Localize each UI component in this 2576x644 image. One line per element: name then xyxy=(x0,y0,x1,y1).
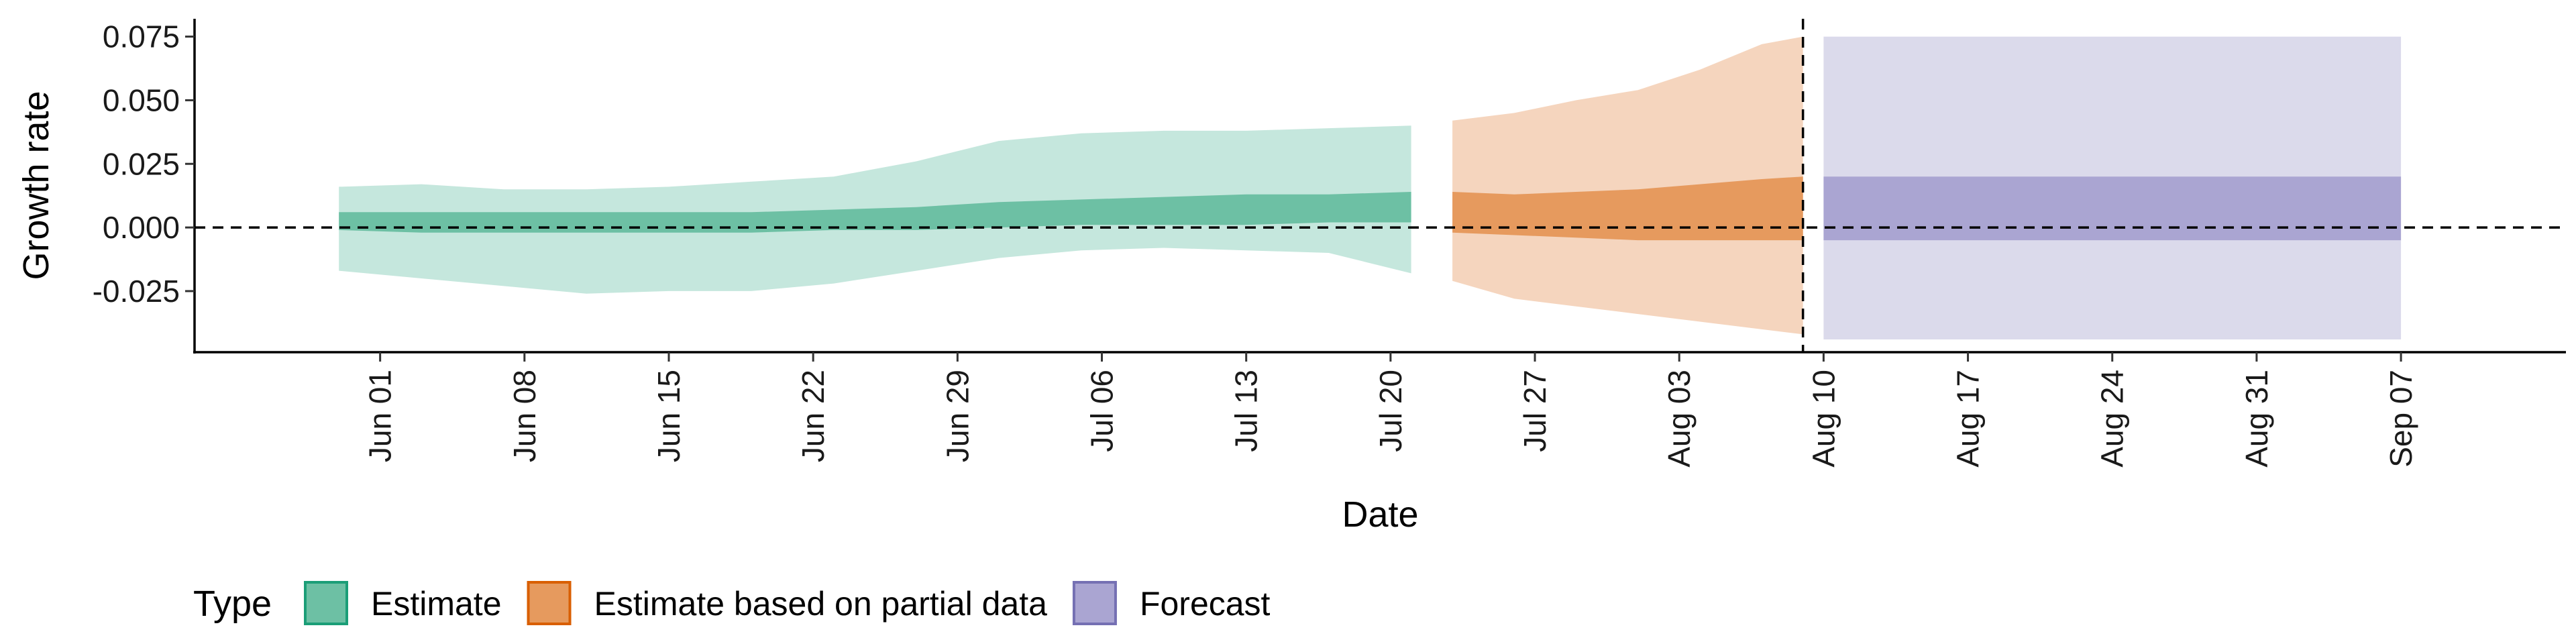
y-axis-title: Growth rate xyxy=(16,91,56,280)
legend-label-forecast: Forecast xyxy=(1140,585,1271,623)
x-tick-label: Aug 03 xyxy=(1662,370,1697,468)
band-inner-estimate xyxy=(339,192,1411,233)
x-tick-label: Aug 31 xyxy=(2239,370,2274,468)
band-inner-forecast xyxy=(1823,176,2402,241)
y-tick-label: 0.050 xyxy=(103,83,180,117)
plot-area xyxy=(195,19,2566,352)
band-outer-estimate-based-on-partial-data xyxy=(1452,36,1803,335)
x-tick-label: Jun 15 xyxy=(651,370,686,462)
legend-swatch-forecast xyxy=(1072,581,1117,625)
legend-swatch-estimate xyxy=(304,581,348,625)
x-tick-label: Jun 08 xyxy=(507,370,542,462)
y-tick-label: 0.075 xyxy=(103,19,180,54)
legend-label-estimate: Estimate xyxy=(371,585,502,623)
x-tick-label: Jul 27 xyxy=(1517,370,1552,452)
x-tick-label: Jul 20 xyxy=(1373,370,1408,452)
x-tick-label: Sep 07 xyxy=(2383,370,2418,468)
x-tick-label: Jun 22 xyxy=(796,370,830,462)
y-tick-label: -0.025 xyxy=(93,274,180,309)
legend: Type Estimate Estimate based on partial da… xyxy=(193,581,1271,625)
x-tick-label: Jun 29 xyxy=(940,370,975,462)
legend-label-estimate-based-on-partial-data: Estimate based on partial data xyxy=(594,585,1048,623)
band-inner-estimate-based-on-partial-data xyxy=(1452,176,1803,241)
legend-swatch-estimate-based-on-partial-data xyxy=(527,581,572,625)
x-tick-label: Aug 24 xyxy=(2095,370,2130,468)
x-axis-title: Date xyxy=(1342,494,1418,535)
x-tick-label: Jun 01 xyxy=(363,370,398,462)
y-tick-label: 0.025 xyxy=(103,146,180,181)
x-tick-label: Aug 17 xyxy=(1951,370,1986,468)
x-tick-label: Aug 10 xyxy=(1806,370,1841,468)
axes: 0.075 0.050 0.025 0.000 -0.025 Jun 01 Jun 08 Ju… xyxy=(16,19,2566,535)
y-tick-label: 0.000 xyxy=(103,210,180,245)
x-tick-label: Jul 13 xyxy=(1229,370,1264,452)
legend-title: Type xyxy=(193,584,272,624)
x-tick-label: Jul 06 xyxy=(1085,370,1120,452)
